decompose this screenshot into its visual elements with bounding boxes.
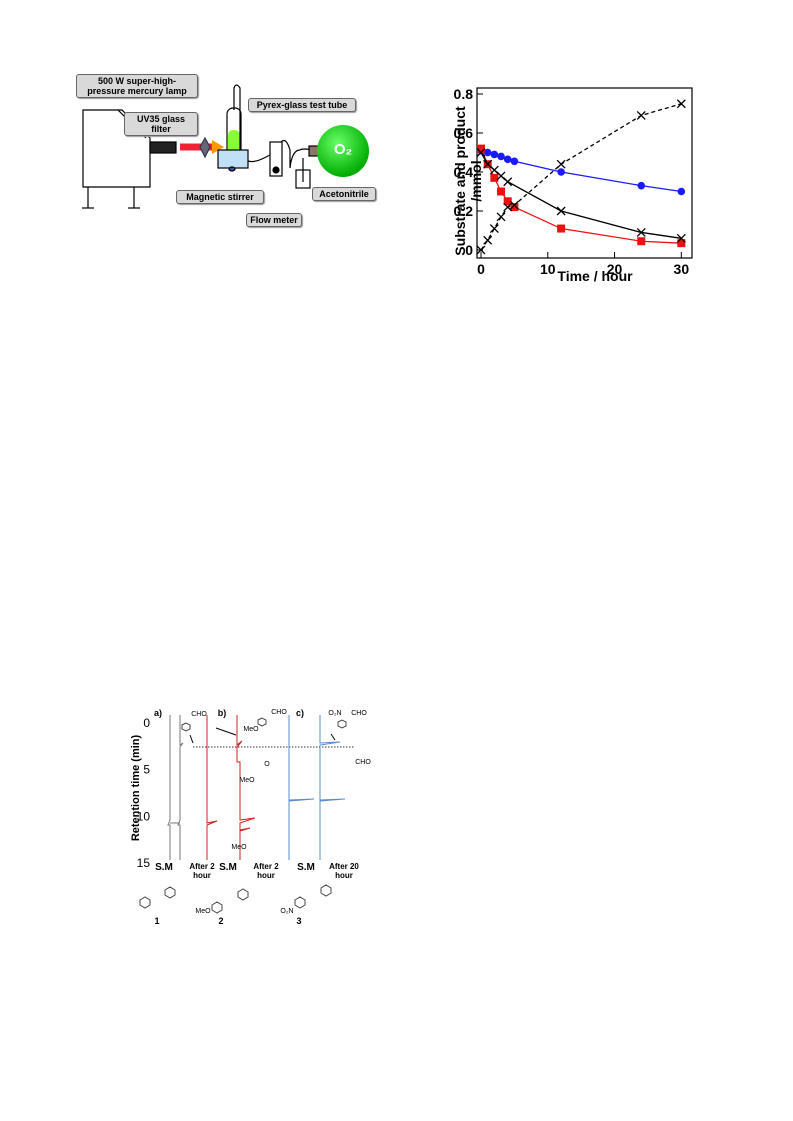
point xyxy=(677,187,686,196)
gas-cylinder xyxy=(317,125,369,177)
y-tick-label: 0 xyxy=(465,242,473,258)
point xyxy=(556,159,566,169)
label-lamp: 500 W super-high-pressure mercury lamp xyxy=(76,74,198,98)
group-label: CHO xyxy=(351,710,367,717)
fit-line xyxy=(480,152,682,239)
chromatogram-tick-label: 5 xyxy=(143,763,150,777)
label-gas: O₂ xyxy=(333,141,353,158)
group-label: O xyxy=(264,761,270,768)
label-flow-meter: Flow meter xyxy=(246,213,302,227)
point xyxy=(476,148,486,157)
chromatogram-traces xyxy=(139,715,355,914)
chromatogram-tick-label: 10 xyxy=(137,809,151,823)
point xyxy=(503,155,512,164)
point xyxy=(503,177,513,187)
point xyxy=(557,168,565,176)
x-tick-label: 10 xyxy=(540,261,556,277)
compound-number: 1 xyxy=(154,916,160,926)
panel-label: b) xyxy=(217,708,227,718)
x-tick-label: 20 xyxy=(607,261,623,277)
chromatogram-tick-label: 0 xyxy=(143,716,150,730)
lane-label: S.M xyxy=(297,862,315,873)
point xyxy=(636,227,646,237)
point xyxy=(497,187,506,196)
point xyxy=(676,99,686,109)
group-label: O₂N xyxy=(280,908,294,915)
point xyxy=(510,203,519,212)
plot-frame xyxy=(476,87,693,259)
compound-number: 2 xyxy=(218,916,224,926)
group-label: CHO xyxy=(271,709,287,716)
point xyxy=(677,239,686,248)
point xyxy=(483,235,493,245)
lane-label: After 2 hour xyxy=(189,862,215,880)
chromatogram-y-title: Retention time (min) xyxy=(130,734,142,842)
x-tick-label: 0 xyxy=(477,261,485,277)
panel-label: a) xyxy=(153,708,162,718)
point xyxy=(556,206,566,216)
kinetics-chart: 0 0.2 0.4 0.6 0.8 0 10 20 30 xyxy=(454,86,693,277)
lane-label: After 2 hour xyxy=(253,862,279,880)
y-tick-label: 0.6 xyxy=(454,125,474,141)
panel-label: c) xyxy=(295,708,304,718)
chromatogram-axis: 0 5 10 15 xyxy=(137,716,151,870)
point xyxy=(636,110,646,120)
chromatogram-tick-label: 15 xyxy=(137,856,151,870)
group-label: MeO xyxy=(243,726,259,733)
x-axis-title: Time / hour xyxy=(557,268,633,284)
point xyxy=(497,152,505,161)
group-label: MeO xyxy=(195,908,211,915)
label-filter: UV35 glass filter xyxy=(124,112,198,136)
label-trap: Acetonitrile xyxy=(312,187,376,201)
point xyxy=(483,148,492,157)
group-label: MeO xyxy=(231,844,247,851)
point xyxy=(496,212,506,222)
x-tick-label: 30 xyxy=(674,261,690,277)
y-tick-label: 0.2 xyxy=(454,203,474,219)
group-label: O₂N xyxy=(328,710,342,717)
point xyxy=(490,173,499,182)
point xyxy=(503,202,513,212)
point xyxy=(509,200,519,210)
point xyxy=(490,150,499,159)
point xyxy=(503,197,512,206)
point xyxy=(557,224,566,233)
compound-number: 3 xyxy=(296,916,302,926)
point xyxy=(489,224,499,234)
group-label: MeO xyxy=(239,777,255,784)
point xyxy=(676,233,686,243)
lane-label: S.M xyxy=(155,862,173,873)
lane-label: After 20 hour xyxy=(329,862,359,880)
point xyxy=(510,157,519,166)
y-axis-title: Substrate and product /mmol xyxy=(452,106,484,256)
point xyxy=(637,237,646,246)
y-tick-label: 0.4 xyxy=(454,164,474,180)
lane-label: S.M xyxy=(219,862,237,873)
point xyxy=(637,181,646,190)
group-label: CHO xyxy=(355,759,371,766)
label-stirrer: Magnetic stirrer xyxy=(176,190,264,204)
point xyxy=(477,144,485,153)
point xyxy=(476,245,486,255)
label-tube: Pyrex-glass test tube xyxy=(248,98,356,112)
y-tick-label: 0.8 xyxy=(454,86,474,102)
group-label: CHO xyxy=(191,711,207,718)
fit-line xyxy=(480,103,682,251)
